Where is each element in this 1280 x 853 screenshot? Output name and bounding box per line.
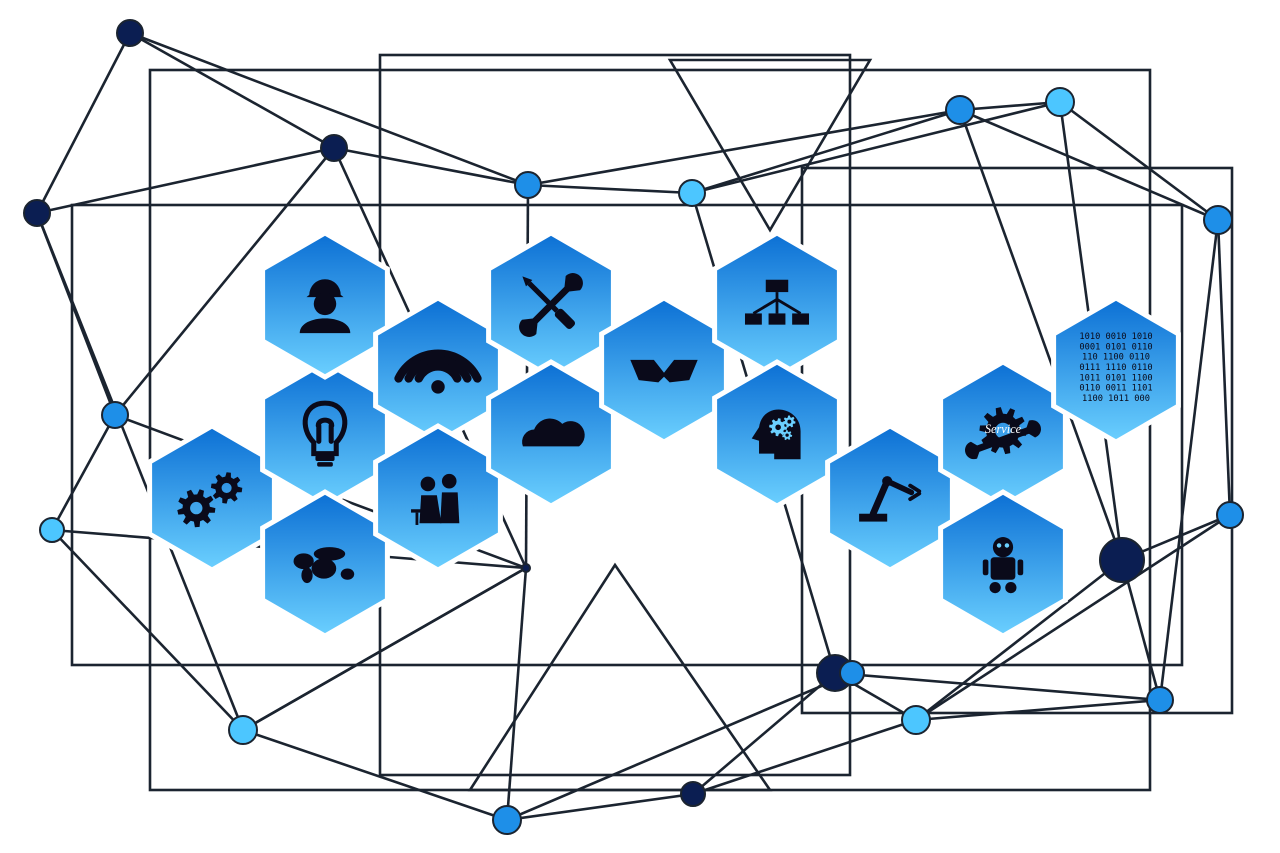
hex-handshake (602, 298, 727, 442)
hex-robot-arm (828, 426, 953, 570)
hex-service: Service (941, 362, 1066, 506)
network-node (515, 172, 541, 198)
network-node (679, 180, 705, 206)
binary-icon: 1010 0010 10100001 0101 0110110 1100 011… (1079, 332, 1152, 404)
hexagon-layer: Service 1010 0010 10100001 0101 0110110 1… (150, 233, 1179, 636)
network-node (493, 806, 521, 834)
network-node (117, 20, 143, 46)
hex-ai-head (715, 362, 840, 506)
network-node (1217, 502, 1243, 528)
network-node (229, 716, 257, 744)
network-node (681, 782, 705, 806)
network-node (1147, 687, 1173, 713)
hex-lightbulb (263, 362, 388, 506)
network-node (24, 200, 50, 226)
hex-world-map (263, 492, 388, 636)
network-node (321, 135, 347, 161)
network-node (1046, 88, 1074, 116)
service-label: Service (985, 422, 1022, 436)
hex-team (376, 426, 501, 570)
network-node (102, 402, 128, 428)
network-node (840, 661, 864, 685)
binary-line: 0111 1110 0110 (1079, 363, 1152, 373)
network-node (1204, 206, 1232, 234)
binary-line: 110 1100 0110 (1082, 353, 1150, 363)
network-node (946, 96, 974, 124)
network-node (40, 518, 64, 542)
network-node (1100, 538, 1144, 582)
network-node (902, 706, 930, 734)
binary-line: 0110 0011 1101 (1079, 384, 1152, 394)
binary-line: 1100 1011 000 (1082, 394, 1150, 404)
hex-tools (489, 233, 614, 377)
hex-org-chart (715, 233, 840, 377)
network-node (522, 564, 530, 572)
hex-wifi (376, 298, 501, 442)
hex-robot (941, 492, 1066, 636)
binary-line: 0001 0101 0110 (1079, 342, 1152, 352)
hex-gears (150, 426, 275, 570)
binary-line: 1010 0010 1010 (1079, 332, 1152, 342)
hex-worker (263, 233, 388, 377)
diagram-canvas: Service 1010 0010 10100001 0101 0110110 1… (0, 0, 1280, 853)
binary-line: 1011 0101 1100 (1079, 373, 1152, 383)
hex-cloud (489, 362, 614, 506)
